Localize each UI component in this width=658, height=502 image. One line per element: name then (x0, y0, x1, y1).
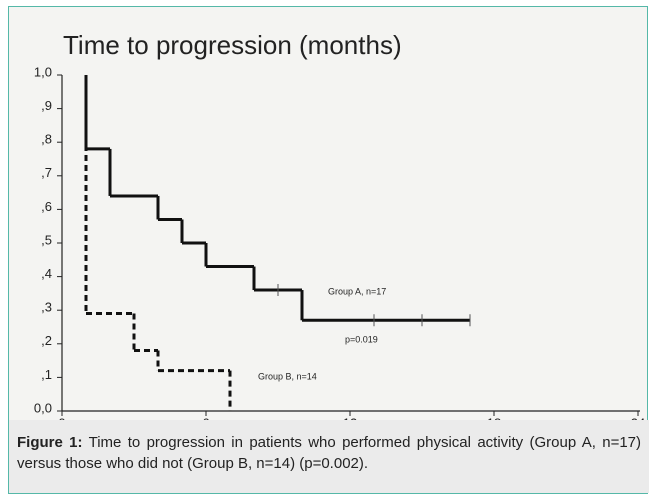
y-tick-label: ,4 (41, 266, 52, 281)
annotation: Group B, n=14 (258, 371, 317, 381)
x-tick-label: 12 (343, 415, 357, 420)
y-tick-label: ,7 (41, 165, 52, 180)
y-tick-label: 1,0 (34, 64, 52, 79)
caption-label: Figure 1: (17, 434, 83, 451)
caption: Figure 1: Time to progression in patient… (9, 420, 649, 493)
annotation: Group A, n=17 (328, 286, 386, 296)
x-tick-label: 0 (58, 415, 65, 420)
annotation: p=0.019 (345, 334, 378, 344)
y-tick-label: 0,0 (34, 400, 52, 415)
caption-text: Time to progression in patients who perf… (17, 434, 642, 472)
y-tick-label: ,1 (41, 367, 52, 382)
chart: Time to progression (months) Group A, n=… (34, 30, 645, 420)
y-tick-label: ,9 (41, 98, 52, 113)
y-tick-label: ,5 (41, 232, 52, 247)
y-tick-label: ,8 (41, 132, 52, 147)
y-tick-label: ,3 (41, 300, 52, 315)
y-tick-label: ,6 (41, 199, 52, 214)
y-tick-label: ,2 (41, 333, 52, 348)
x-tick-label: 18 (487, 415, 501, 420)
chart-title: Time to progression (months) (63, 30, 402, 60)
figure-frame (8, 6, 648, 494)
x-tick-label: 24 (631, 415, 645, 420)
x-tick-label: 6 (202, 415, 209, 420)
